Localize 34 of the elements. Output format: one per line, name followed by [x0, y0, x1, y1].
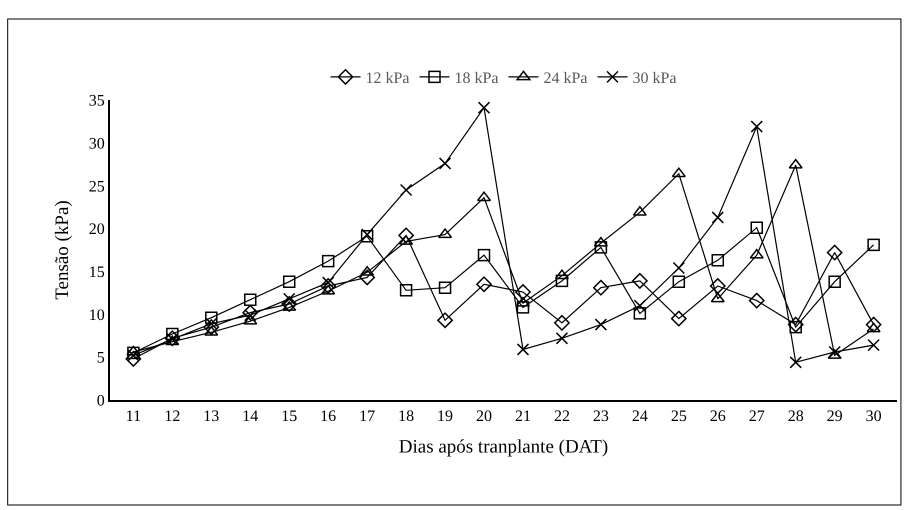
x-tick-label: 23	[592, 408, 609, 426]
y-tick-label: 30	[88, 135, 105, 152]
x-tick-label: 27	[748, 408, 765, 426]
x-tick-label: 15	[281, 408, 298, 426]
x-tick-label: 16	[320, 408, 336, 426]
x-tick-label: 20	[476, 408, 492, 426]
legend-label: 30 kPa	[632, 70, 676, 88]
x-tick-label: 29	[826, 408, 843, 426]
y-tick-label: 25	[88, 178, 105, 196]
x-tick-label: 17	[359, 408, 376, 426]
x-tick-label: 30	[866, 408, 882, 426]
x-tick-label: 22	[554, 408, 570, 426]
y-tick-label: 20	[88, 221, 105, 238]
x-tick-label: 24	[632, 408, 648, 426]
x-axis-title: Dias após tranplante (DAT)	[398, 436, 608, 458]
y-tick-label: 5	[96, 350, 105, 367]
x-tick-label: 14	[242, 408, 258, 426]
x-tick-label: 21	[514, 408, 531, 426]
x-tick-label: 28	[788, 408, 804, 426]
x-tick-label: 13	[203, 408, 220, 426]
legend-label: 12 kPa	[366, 70, 410, 88]
y-axis-title: Tensão (kPa)	[52, 200, 74, 300]
x-tick-label: 19	[437, 408, 454, 426]
legend-label: 24 kPa	[544, 70, 588, 88]
y-tick-label: 0	[96, 392, 105, 410]
y-tick-label: 35	[88, 92, 105, 110]
x-tick-label: 12	[164, 408, 180, 426]
legend-label: 18 kPa	[454, 70, 498, 88]
y-tick-label: 10	[88, 306, 105, 324]
x-tick-label: 26	[710, 408, 726, 426]
x-tick-label: 25	[670, 408, 687, 426]
x-tick-label: 11	[126, 408, 142, 426]
y-tick-label: 15	[88, 264, 105, 282]
x-tick-label: 18	[398, 408, 414, 426]
